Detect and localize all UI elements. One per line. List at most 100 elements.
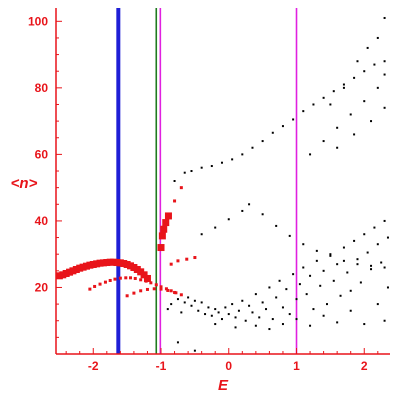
red-large-point-26 bbox=[143, 274, 151, 282]
black-point-34 bbox=[383, 16, 386, 19]
black-point-39 bbox=[187, 296, 190, 299]
black-point-51 bbox=[227, 313, 230, 316]
black-point-128 bbox=[322, 314, 325, 317]
red-small-point-24 bbox=[159, 287, 163, 291]
red-small-point-21 bbox=[139, 289, 143, 293]
black-point-5 bbox=[220, 161, 223, 164]
x-tick-label: -2 bbox=[88, 359, 99, 373]
black-point-14 bbox=[312, 103, 315, 106]
black-point-23 bbox=[322, 140, 325, 143]
red-small-point-4 bbox=[108, 278, 112, 282]
black-point-40 bbox=[190, 304, 193, 307]
red-small-point-19 bbox=[125, 294, 129, 298]
black-point-119 bbox=[234, 326, 237, 329]
black-point-44 bbox=[204, 313, 207, 316]
y-tick-label: 20 bbox=[35, 280, 49, 294]
black-point-33 bbox=[376, 36, 379, 39]
x-tick-label: 1 bbox=[293, 359, 300, 373]
x-tick-label: -1 bbox=[156, 359, 167, 373]
black-point-47 bbox=[214, 308, 217, 311]
black-point-113 bbox=[241, 209, 244, 212]
black-point-58 bbox=[251, 311, 254, 314]
black-point-60 bbox=[258, 316, 261, 319]
red-large-point-30 bbox=[162, 219, 170, 227]
black-point-80 bbox=[325, 303, 328, 306]
red-small-point-1 bbox=[93, 284, 97, 288]
red-large-point-25 bbox=[140, 271, 148, 279]
black-point-21 bbox=[383, 60, 386, 63]
red-small-point-9 bbox=[133, 276, 137, 280]
black-point-109 bbox=[383, 266, 386, 269]
vertical-lines bbox=[116, 8, 298, 354]
black-point-19 bbox=[363, 70, 366, 73]
black-point-111 bbox=[214, 226, 217, 229]
black-point-46 bbox=[210, 314, 213, 317]
black-point-101 bbox=[275, 224, 278, 227]
black-point-48 bbox=[217, 311, 220, 314]
black-point-118 bbox=[183, 301, 186, 304]
red-small-point-20 bbox=[132, 291, 136, 295]
red-small-point-25 bbox=[166, 288, 170, 292]
black-point-134 bbox=[176, 341, 179, 344]
black-point-11 bbox=[281, 125, 284, 128]
black-point-115 bbox=[170, 303, 173, 306]
black-point-117 bbox=[180, 311, 183, 314]
red-large-series bbox=[55, 212, 172, 282]
black-point-26 bbox=[363, 100, 366, 103]
y-tick-label: 40 bbox=[35, 214, 49, 228]
black-point-123 bbox=[336, 321, 339, 324]
red-small-point-18 bbox=[179, 293, 183, 297]
black-point-69 bbox=[288, 313, 291, 316]
x-tick-labels: -2 -1 0 1 2 bbox=[88, 359, 368, 373]
black-point-107 bbox=[356, 263, 359, 266]
black-point-93 bbox=[370, 268, 373, 271]
black-point-16 bbox=[332, 90, 335, 93]
black-point-74 bbox=[305, 293, 308, 296]
y-tick-label: 100 bbox=[28, 14, 48, 28]
black-point-77 bbox=[315, 259, 318, 262]
black-point-126 bbox=[214, 323, 217, 326]
black-point-116 bbox=[176, 298, 179, 301]
black-point-64 bbox=[271, 318, 274, 321]
black-point-25 bbox=[349, 113, 352, 116]
black-point-20 bbox=[373, 63, 376, 66]
black-point-127 bbox=[268, 328, 271, 331]
black-point-49 bbox=[220, 318, 223, 321]
black-point-50 bbox=[224, 306, 227, 309]
black-point-42 bbox=[197, 309, 200, 312]
black-point-56 bbox=[244, 319, 247, 322]
x-tick-label: 0 bbox=[225, 359, 232, 373]
black-point-122 bbox=[309, 324, 312, 327]
black-point-110 bbox=[200, 233, 203, 236]
red-small-point-26 bbox=[173, 290, 177, 294]
black-point-57 bbox=[248, 304, 251, 307]
red-small-point-13 bbox=[154, 283, 158, 287]
black-point-66 bbox=[278, 279, 281, 282]
black-point-129 bbox=[349, 309, 352, 312]
red-large-point-29 bbox=[160, 225, 168, 233]
black-point-35 bbox=[336, 146, 339, 149]
black-point-99 bbox=[248, 203, 251, 206]
black-point-30 bbox=[342, 86, 345, 89]
black-point-133 bbox=[193, 349, 196, 352]
black-point-65 bbox=[275, 296, 278, 299]
black-point-104 bbox=[315, 249, 318, 252]
black-point-53 bbox=[234, 316, 237, 319]
black-point-36 bbox=[353, 133, 356, 136]
black-point-18 bbox=[353, 76, 356, 79]
red-small-point-15 bbox=[164, 287, 168, 291]
black-point-89 bbox=[356, 258, 359, 261]
black-point-86 bbox=[346, 271, 349, 274]
red-small-point-31 bbox=[173, 199, 177, 203]
black-point-98 bbox=[386, 236, 389, 239]
black-point-78 bbox=[319, 284, 322, 287]
red-small-point-10 bbox=[139, 278, 143, 282]
black-point-37 bbox=[370, 120, 373, 123]
black-point-88 bbox=[353, 239, 356, 242]
red-small-point-12 bbox=[149, 281, 153, 285]
black-point-7 bbox=[241, 153, 244, 156]
black-point-121 bbox=[281, 323, 284, 326]
red-small-point-5 bbox=[113, 277, 117, 281]
black-point-76 bbox=[312, 308, 315, 311]
black-point-68 bbox=[285, 288, 288, 291]
